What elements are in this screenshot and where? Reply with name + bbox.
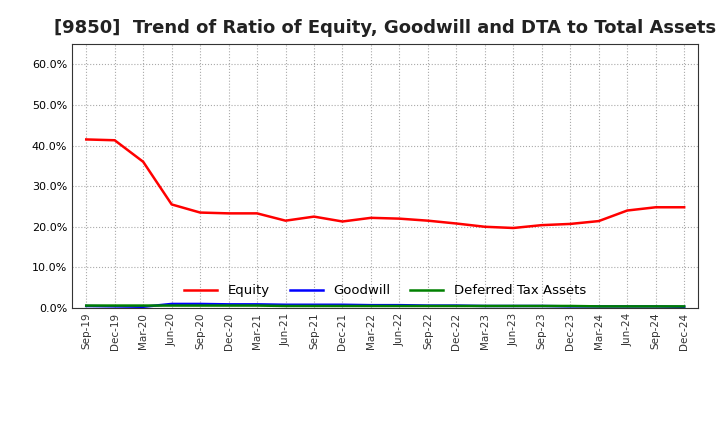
Goodwill	[196, 301, 204, 307]
Equity	[82, 137, 91, 142]
Deferred Tax Assets	[652, 304, 660, 309]
Deferred Tax Assets	[139, 303, 148, 308]
Goodwill	[480, 303, 489, 308]
Goodwill	[253, 302, 261, 307]
Deferred Tax Assets	[253, 303, 261, 308]
Goodwill	[110, 304, 119, 309]
Deferred Tax Assets	[282, 303, 290, 308]
Goodwill	[452, 303, 461, 308]
Equity	[110, 138, 119, 143]
Deferred Tax Assets	[680, 304, 688, 309]
Equity	[310, 214, 318, 219]
Equity	[225, 211, 233, 216]
Deferred Tax Assets	[623, 304, 631, 309]
Deferred Tax Assets	[537, 303, 546, 308]
Equity	[167, 202, 176, 207]
Line: Goodwill: Goodwill	[86, 304, 684, 307]
Equity	[537, 223, 546, 228]
Line: Equity: Equity	[86, 139, 684, 228]
Equity	[680, 205, 688, 210]
Goodwill	[623, 304, 631, 309]
Goodwill	[366, 303, 375, 308]
Deferred Tax Assets	[452, 303, 461, 308]
Equity	[480, 224, 489, 229]
Legend: Equity, Goodwill, Deferred Tax Assets: Equity, Goodwill, Deferred Tax Assets	[178, 278, 593, 304]
Equity	[652, 205, 660, 210]
Deferred Tax Assets	[110, 303, 119, 308]
Deferred Tax Assets	[595, 304, 603, 309]
Goodwill	[652, 304, 660, 309]
Equity	[509, 225, 518, 231]
Goodwill	[395, 303, 404, 308]
Equity	[282, 218, 290, 224]
Equity	[595, 218, 603, 224]
Deferred Tax Assets	[167, 303, 176, 308]
Equity	[253, 211, 261, 216]
Equity	[366, 215, 375, 220]
Deferred Tax Assets	[82, 303, 91, 308]
Deferred Tax Assets	[225, 303, 233, 308]
Deferred Tax Assets	[338, 303, 347, 308]
Equity	[452, 221, 461, 226]
Deferred Tax Assets	[423, 303, 432, 308]
Goodwill	[225, 302, 233, 307]
Goodwill	[338, 302, 347, 308]
Goodwill	[282, 302, 290, 308]
Goodwill	[423, 303, 432, 308]
Goodwill	[566, 304, 575, 309]
Equity	[338, 219, 347, 224]
Goodwill	[167, 301, 176, 307]
Goodwill	[139, 304, 148, 309]
Deferred Tax Assets	[480, 303, 489, 308]
Goodwill	[310, 302, 318, 308]
Title: [9850]  Trend of Ratio of Equity, Goodwill and DTA to Total Assets: [9850] Trend of Ratio of Equity, Goodwil…	[54, 19, 716, 37]
Equity	[623, 208, 631, 213]
Equity	[139, 159, 148, 165]
Deferred Tax Assets	[395, 303, 404, 308]
Goodwill	[82, 303, 91, 308]
Deferred Tax Assets	[509, 303, 518, 308]
Equity	[196, 210, 204, 215]
Goodwill	[680, 304, 688, 309]
Line: Deferred Tax Assets: Deferred Tax Assets	[86, 305, 684, 306]
Deferred Tax Assets	[366, 303, 375, 308]
Deferred Tax Assets	[310, 303, 318, 308]
Equity	[395, 216, 404, 221]
Deferred Tax Assets	[566, 303, 575, 308]
Goodwill	[509, 303, 518, 308]
Equity	[423, 218, 432, 224]
Deferred Tax Assets	[196, 303, 204, 308]
Goodwill	[595, 304, 603, 309]
Equity	[566, 221, 575, 227]
Goodwill	[537, 303, 546, 308]
